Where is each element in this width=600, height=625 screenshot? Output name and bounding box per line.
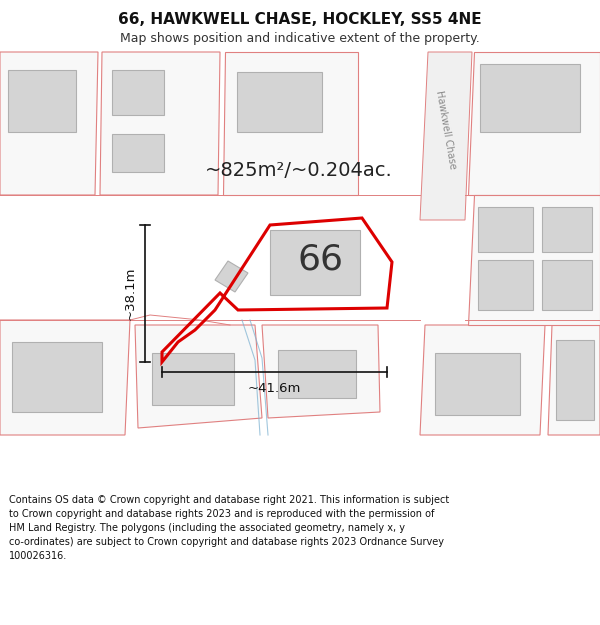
Bar: [270, 230, 360, 295]
Text: 66, HAWKWELL CHASE, HOCKLEY, SS5 4NE: 66, HAWKWELL CHASE, HOCKLEY, SS5 4NE: [118, 12, 482, 28]
Text: Map shows position and indicative extent of the property.: Map shows position and indicative extent…: [120, 32, 480, 45]
Bar: [237, 72, 322, 132]
Text: Hawkwell Chase: Hawkwell Chase: [434, 90, 458, 170]
Polygon shape: [420, 325, 545, 435]
Text: ~825m²/~0.204ac.: ~825m²/~0.204ac.: [205, 161, 393, 180]
Polygon shape: [100, 52, 220, 195]
Polygon shape: [262, 325, 380, 418]
Bar: [478, 260, 533, 310]
Text: 66: 66: [297, 243, 343, 277]
Text: ~38.1m: ~38.1m: [124, 267, 137, 320]
Bar: [542, 260, 592, 310]
Bar: [435, 353, 520, 415]
Polygon shape: [0, 320, 130, 435]
Text: ~41.6m: ~41.6m: [248, 382, 301, 395]
Polygon shape: [420, 52, 472, 220]
Polygon shape: [135, 325, 262, 428]
Polygon shape: [215, 261, 248, 292]
Bar: [112, 70, 164, 115]
Polygon shape: [223, 52, 358, 195]
Bar: [556, 340, 594, 420]
Polygon shape: [548, 320, 600, 435]
Bar: [542, 207, 592, 252]
Bar: [8, 70, 76, 132]
Bar: [278, 350, 356, 398]
Polygon shape: [0, 52, 98, 195]
Bar: [478, 207, 533, 252]
Bar: [12, 342, 102, 412]
Bar: [480, 64, 580, 132]
Text: Contains OS data © Crown copyright and database right 2021. This information is : Contains OS data © Crown copyright and d…: [9, 496, 449, 561]
Polygon shape: [468, 52, 600, 195]
Bar: [152, 353, 234, 405]
Bar: [112, 134, 164, 172]
Polygon shape: [468, 195, 600, 325]
